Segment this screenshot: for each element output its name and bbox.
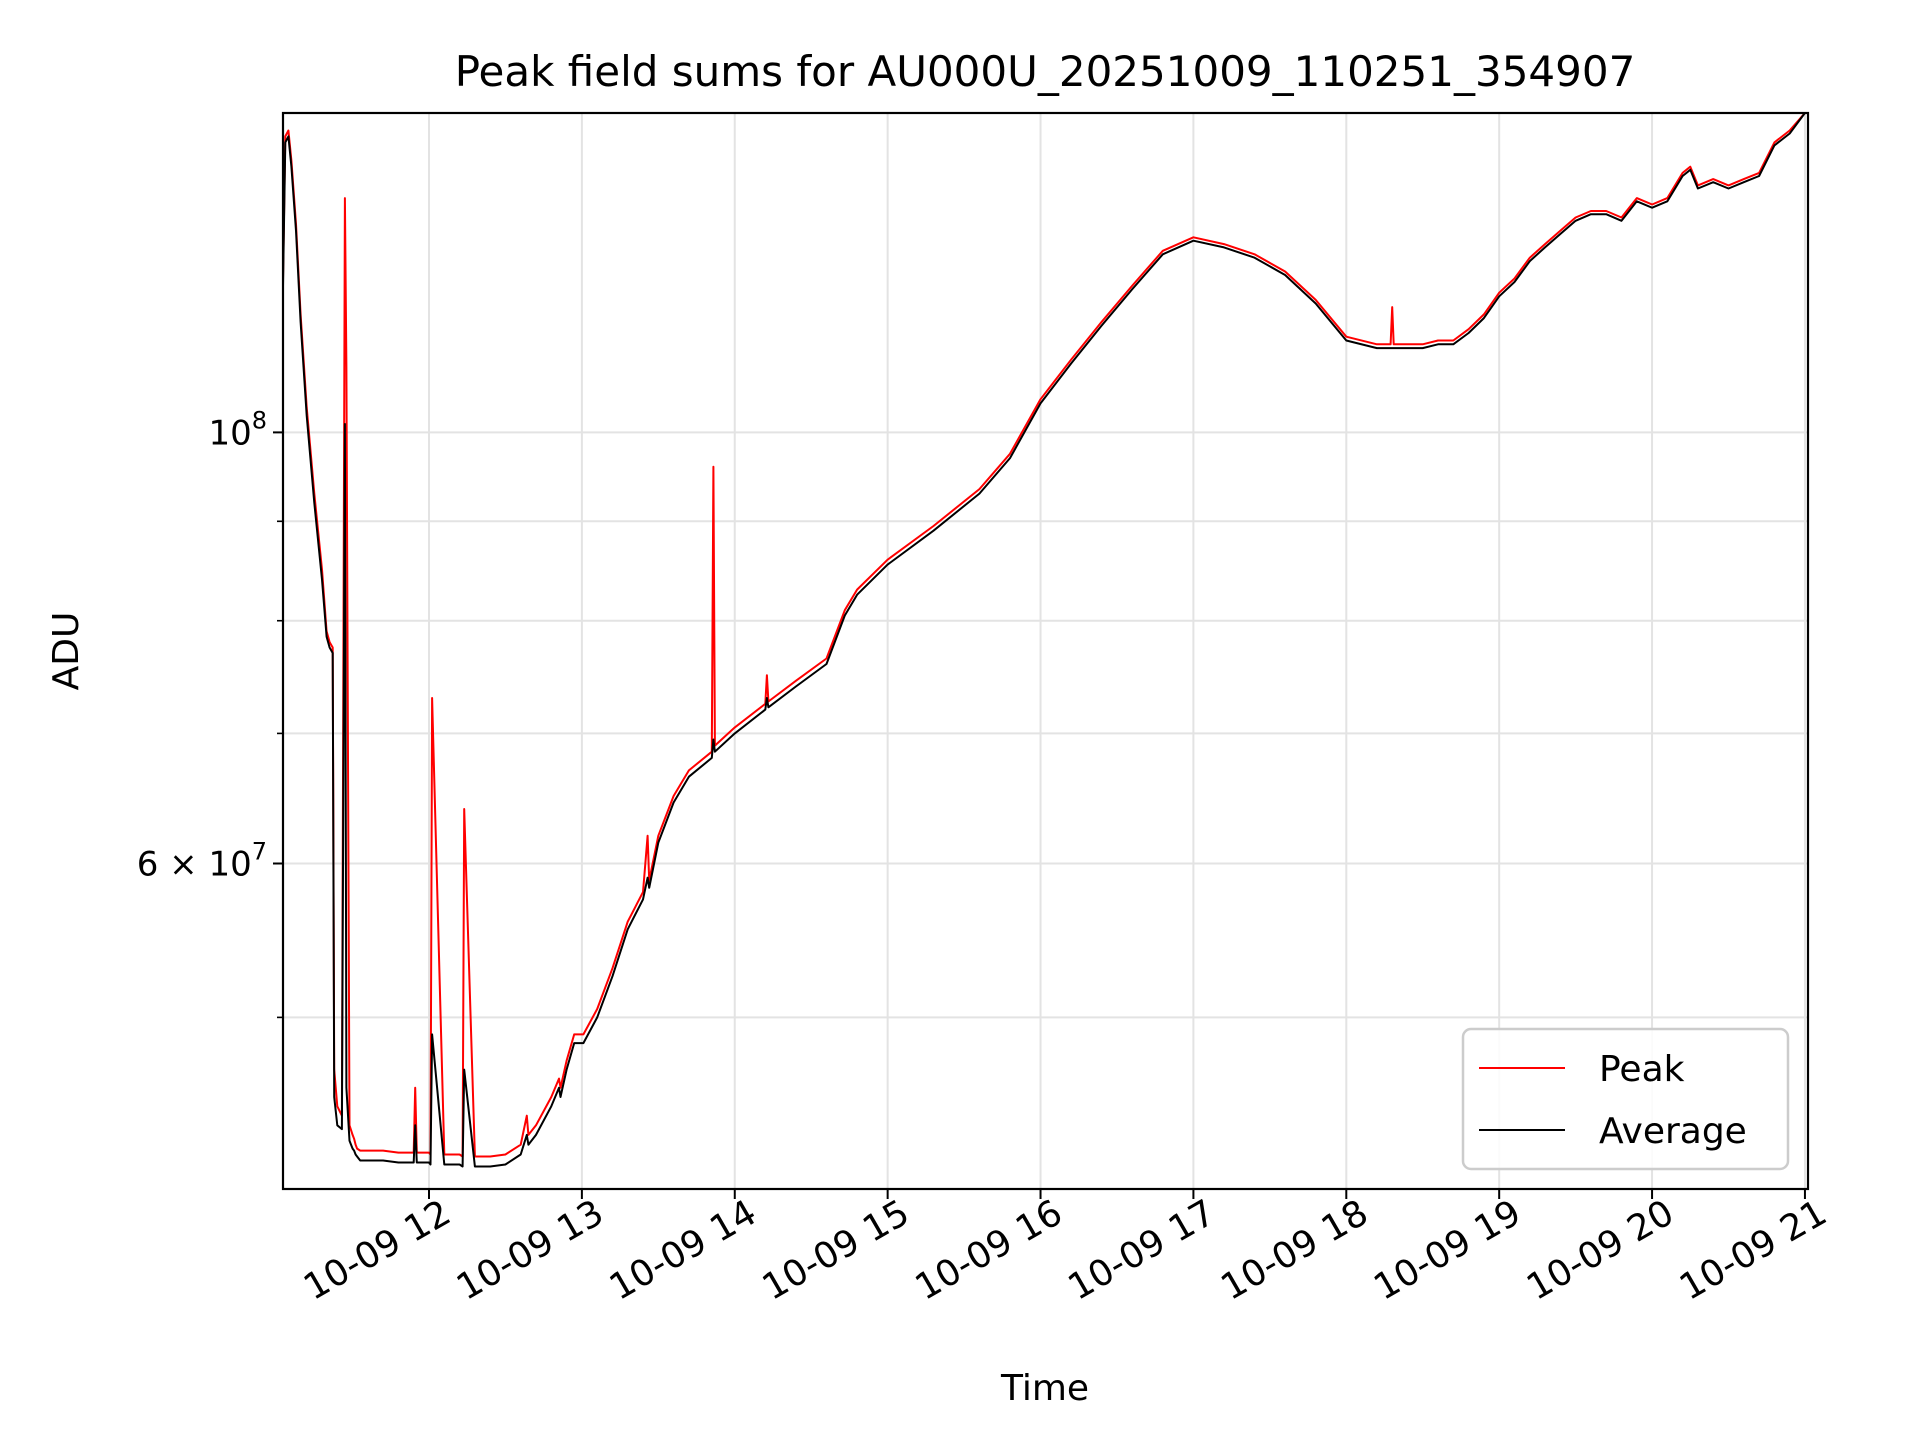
y-axis: 108 6 × 107 (137, 406, 283, 1019)
series-peak-line (282, 112, 1808, 1158)
y-tick-label: 108 (208, 406, 267, 453)
y-axis-label: ADU (46, 612, 87, 691)
x-axis-label: Time (1000, 1368, 1089, 1409)
plot-area (282, 112, 1808, 1168)
legend: Peak Average (1461, 1027, 1790, 1171)
legend-average-label: Average (1599, 1111, 1747, 1152)
legend-peak-label: Peak (1599, 1049, 1685, 1090)
axes-frame (281, 111, 1810, 1191)
legend-box (1461, 1027, 1790, 1171)
series-average-line (282, 112, 1808, 1168)
y-tick-label: 6 × 107 (137, 838, 267, 885)
chart-title: Peak field sums for AU000U_20251009_1102… (455, 47, 1636, 96)
